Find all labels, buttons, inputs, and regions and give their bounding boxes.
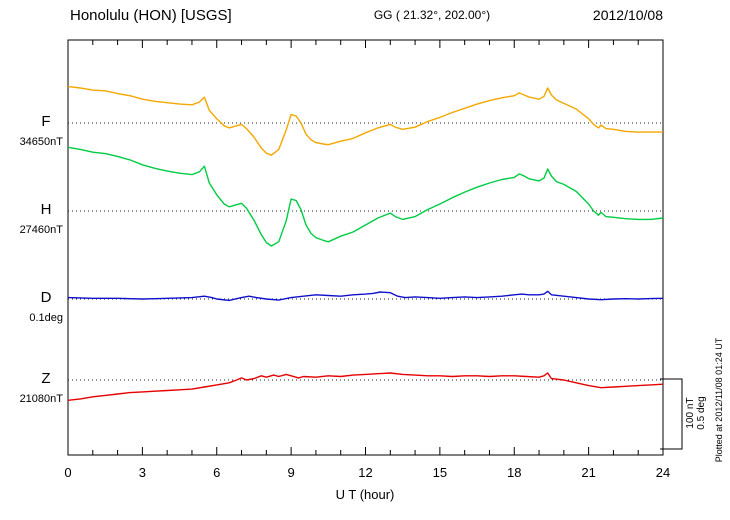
trace-H xyxy=(67,146,664,247)
axis-ticks xyxy=(67,40,664,455)
series-letter-D: D xyxy=(41,289,52,306)
x-tick-label: 9 xyxy=(288,465,295,480)
x-tick-label: 18 xyxy=(507,465,521,480)
trace-Z xyxy=(67,372,664,401)
station-title: Honolulu (HON) [USGS] xyxy=(70,7,232,24)
x-tick-label: 0 xyxy=(64,465,71,480)
baseline-gridlines xyxy=(68,122,663,381)
x-tick-labels: 0 3 6 9 12 15 18 21 24 xyxy=(64,465,670,480)
series-lines xyxy=(67,85,664,401)
series-letter-F: F xyxy=(41,113,50,130)
x-tick-label: 6 xyxy=(213,465,220,480)
series-letter-H: H xyxy=(41,201,52,218)
trace-D xyxy=(67,290,664,302)
trace-F xyxy=(67,85,663,156)
series-letter-Z: Z xyxy=(41,370,50,387)
scale-bar-deg-label: 0.5 deg xyxy=(696,396,707,429)
geographic-coords: GG ( 21.32°, 202.00°) xyxy=(374,8,490,22)
x-tick-label: 12 xyxy=(358,465,372,480)
series-baseline-label-H: 27460nT xyxy=(20,224,64,236)
series-baseline-label-F: 34650nT xyxy=(20,136,64,148)
scale-bar: 100 nT 0.5 deg xyxy=(660,378,707,450)
x-tick-label: 3 xyxy=(139,465,146,480)
x-tick-label: 15 xyxy=(433,465,447,480)
x-tick-label: 24 xyxy=(656,465,670,480)
plotted-at-note: Plotted at 2012/11/08 01:24 UT xyxy=(714,337,724,462)
x-axis-label: U T (hour) xyxy=(336,487,395,502)
scale-bar-nt-label: 100 nT xyxy=(685,397,696,428)
x-tick-label: 21 xyxy=(581,465,595,480)
series-labels: F 34650nT H 27460nT D 0.1deg Z 21080nT xyxy=(20,113,64,405)
series-baseline-label-Z: 21080nT xyxy=(20,393,64,405)
plot-date: 2012/10/08 xyxy=(593,7,663,23)
scale-bar-bracket xyxy=(660,378,683,450)
series-baseline-label-D: 0.1deg xyxy=(29,312,63,324)
